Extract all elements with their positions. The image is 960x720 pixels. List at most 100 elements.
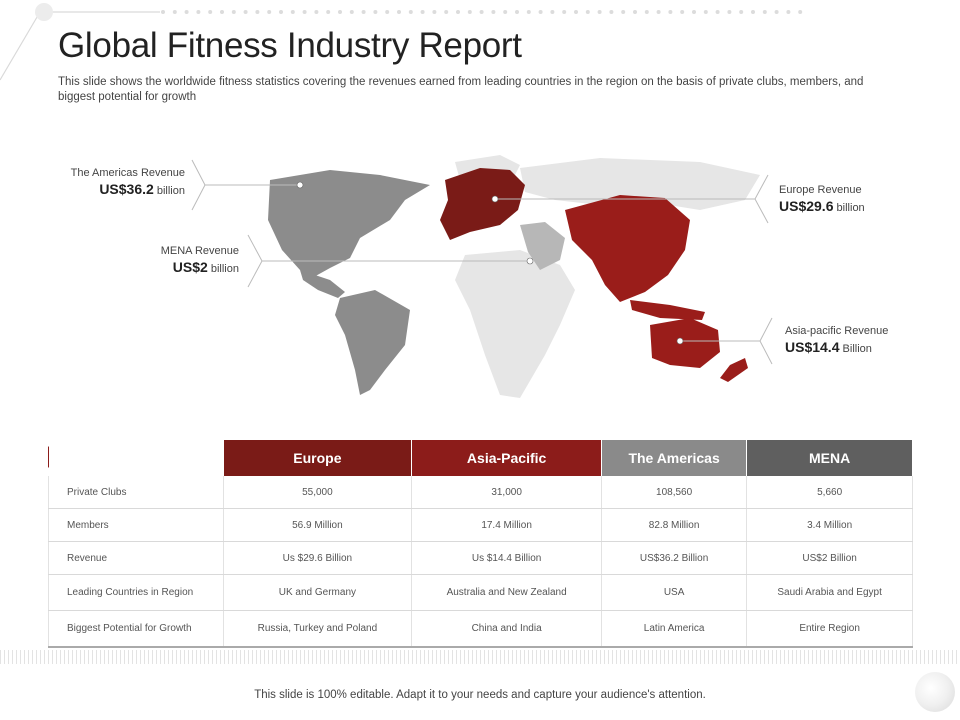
- decorative-dot: [656, 10, 661, 14]
- decorative-dot: [290, 10, 295, 14]
- table-row: Revenue Us $29.6 Billion Us $14.4 Billio…: [48, 541, 913, 575]
- decorative-dot: [397, 10, 401, 14]
- decorative-dot: [467, 10, 472, 14]
- decorative-dot: [715, 10, 720, 14]
- decorative-lines: [0, 3, 160, 81]
- table-cell: 31,000: [411, 476, 602, 509]
- table-header-row: Europe Asia-Pacific The Americas MENA: [48, 440, 913, 476]
- row-label: Members: [48, 508, 224, 542]
- table-header-blank: [48, 440, 224, 476]
- decorative-dot: [231, 10, 236, 14]
- callout-americas-unit: billion: [156, 185, 185, 197]
- decorative-dot: [597, 10, 602, 14]
- table-cell: Latin America: [601, 610, 748, 648]
- decorative-dot: [279, 10, 283, 14]
- callout-asia-pacific-label: Asia-pacific Revenue: [785, 325, 889, 337]
- decorative-dot: [161, 10, 165, 14]
- table-cell: 55,000: [223, 476, 413, 509]
- map-asia: [565, 195, 690, 302]
- decorative-dot: [220, 10, 224, 14]
- decorative-dot: [751, 10, 755, 14]
- map-indonesia: [630, 300, 705, 320]
- decorative-dot: [633, 10, 637, 14]
- decorative-hatch-band: [0, 650, 960, 664]
- decorative-dot: [609, 10, 614, 14]
- table-cell: UK and Germany: [223, 574, 413, 611]
- table-cell: Us $14.4 Billion: [411, 541, 602, 575]
- table-header-asia-pacific: Asia-Pacific: [411, 440, 602, 476]
- decorative-dot: [668, 10, 673, 14]
- decorative-dot: [692, 10, 696, 14]
- decorative-dot: [208, 10, 213, 14]
- decorative-dot: [184, 10, 189, 14]
- page-subtitle: This slide shows the worldwide fitness s…: [58, 76, 864, 103]
- decorative-dot: [172, 10, 177, 14]
- callout-mena-label: MENA Revenue: [160, 245, 239, 257]
- decorative-dot: [574, 10, 578, 14]
- decorative-dot: [491, 10, 496, 14]
- decorative-dot: [373, 10, 378, 14]
- decorative-dot: [196, 10, 201, 14]
- decorative-dot: [644, 10, 649, 14]
- decorative-dot: [361, 10, 366, 14]
- callout-europe-value: US$29.6: [779, 198, 834, 214]
- row-label: Biggest Potential for Growth: [48, 610, 224, 648]
- callout-europe-label: Europe Revenue: [779, 184, 862, 196]
- decorative-dot: [432, 10, 437, 14]
- callout-europe: Europe Revenue US$29.6 billion: [779, 184, 929, 214]
- table-cell: Us $29.6 Billion: [223, 541, 413, 575]
- decorative-dot: [408, 10, 413, 14]
- decorative-dot: [503, 10, 508, 14]
- decorative-dot: [444, 10, 449, 14]
- decorative-dot: [456, 10, 460, 14]
- table-header-americas: The Americas: [601, 440, 748, 476]
- decorative-dot: [526, 10, 531, 14]
- map-africa: [455, 250, 575, 398]
- decorative-dots: [161, 10, 803, 14]
- decorative-dot: [727, 10, 732, 14]
- table-row: Private Clubs 55,000 31,000 108,560 5,66…: [48, 476, 913, 509]
- decorative-dot: [314, 10, 319, 14]
- table-row: Leading Countries in Region UK and Germa…: [48, 574, 913, 611]
- table-row: Members 56.9 Million 17.4 Million 82.8 M…: [48, 508, 913, 542]
- decorative-dot: [515, 10, 519, 14]
- row-label: Private Clubs: [48, 476, 224, 509]
- table-cell: Entire Region: [746, 610, 913, 648]
- table-cell: 5,660: [746, 476, 913, 509]
- map-new-zealand: [720, 358, 748, 382]
- decorative-dot: [326, 10, 331, 14]
- decorative-dot: [762, 10, 767, 14]
- decorative-dot: [786, 10, 791, 14]
- map-north-america: [268, 170, 430, 278]
- row-label: Revenue: [48, 541, 224, 575]
- table-cell: 82.8 Million: [601, 508, 748, 542]
- table-header-mena: MENA: [746, 440, 913, 476]
- table-row: Biggest Potential for Growth Russia, Tur…: [48, 610, 913, 648]
- callout-americas: The Americas Revenue US$36.2 billion: [30, 167, 185, 197]
- callout-americas-value: US$36.2: [99, 181, 154, 197]
- callout-mena: MENA Revenue US$2 billion: [90, 245, 239, 275]
- decorative-dot: [774, 10, 779, 14]
- table-cell: Saudi Arabia and Egypt: [746, 574, 913, 611]
- table-cell: 3.4 Million: [746, 508, 913, 542]
- table-cell: 108,560: [601, 476, 748, 509]
- footer-note: This slide is 100% editable. Adapt it to…: [254, 689, 706, 701]
- map-australia: [650, 318, 720, 368]
- decorative-dot: [255, 10, 260, 14]
- map-south-america: [335, 290, 410, 395]
- decorative-dot: [243, 10, 248, 14]
- decorative-dot: [703, 10, 708, 14]
- map-central-america: [300, 270, 345, 298]
- callout-mena-value: US$2: [172, 259, 208, 275]
- decorative-dot: [349, 10, 354, 14]
- row-label: Leading Countries in Region: [48, 574, 224, 611]
- decorative-dot: [479, 10, 484, 14]
- decorative-dot: [420, 10, 425, 14]
- table-cell: Australia and New Zealand: [411, 574, 602, 611]
- callout-europe-unit: billion: [836, 202, 865, 214]
- decorative-dot: [302, 10, 307, 14]
- table-cell: USA: [601, 574, 748, 611]
- map-mena: [520, 222, 565, 270]
- regions-table: Europe Asia-Pacific The Americas MENA Pr…: [48, 440, 913, 648]
- map-europe: [440, 168, 525, 240]
